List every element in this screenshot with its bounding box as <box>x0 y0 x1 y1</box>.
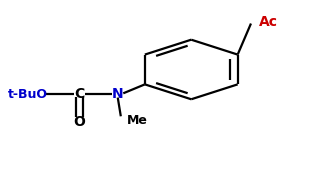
Text: Me: Me <box>127 114 148 127</box>
Text: C: C <box>74 87 85 101</box>
Text: Ac: Ac <box>259 15 277 29</box>
Text: N: N <box>112 87 124 101</box>
Text: t-BuO: t-BuO <box>7 88 48 101</box>
Text: O: O <box>74 115 85 129</box>
